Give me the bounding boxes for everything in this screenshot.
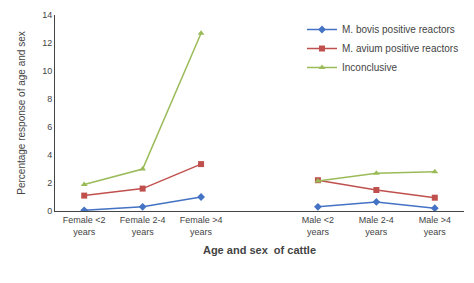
svg-text:14: 14: [42, 10, 52, 20]
svg-text:Male <2years: Male <2years: [302, 215, 334, 237]
svg-text:Percentage response of age and: Percentage response of age and sex: [16, 31, 27, 194]
svg-text:8: 8: [47, 94, 52, 104]
svg-text:Female >4years: Female >4years: [180, 215, 223, 237]
svg-text:Inconclusive: Inconclusive: [342, 62, 397, 73]
svg-text:Male >4years: Male >4years: [419, 215, 451, 237]
svg-text:Female 2-4years: Female 2-4years: [120, 215, 166, 237]
svg-text:M. bovis positive reactors: M. bovis positive reactors: [342, 24, 455, 35]
svg-text:10: 10: [42, 66, 52, 76]
svg-text:0: 0: [47, 206, 52, 216]
svg-text:12: 12: [42, 38, 52, 48]
svg-text:6: 6: [47, 122, 52, 132]
svg-text:4: 4: [47, 150, 52, 160]
svg-text:M. avium positive reactors: M. avium positive reactors: [342, 43, 458, 54]
svg-text:2: 2: [47, 178, 52, 188]
svg-text:Male 2-4years: Male 2-4years: [359, 215, 394, 237]
svg-text:Age and sex of cattle: Age and sex of cattle: [203, 244, 316, 256]
svg-text:Female <2years: Female <2years: [63, 215, 106, 237]
